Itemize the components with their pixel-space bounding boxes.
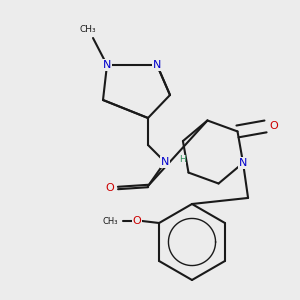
Text: N: N — [239, 158, 247, 168]
Text: N: N — [103, 60, 111, 70]
Text: CH₃: CH₃ — [102, 217, 118, 226]
Text: H: H — [178, 155, 185, 164]
Text: CH₃: CH₃ — [80, 26, 96, 34]
Text: O: O — [269, 122, 278, 131]
Text: N: N — [161, 157, 169, 167]
Text: O: O — [133, 216, 142, 226]
Text: O: O — [106, 183, 114, 193]
Text: N: N — [153, 60, 161, 70]
